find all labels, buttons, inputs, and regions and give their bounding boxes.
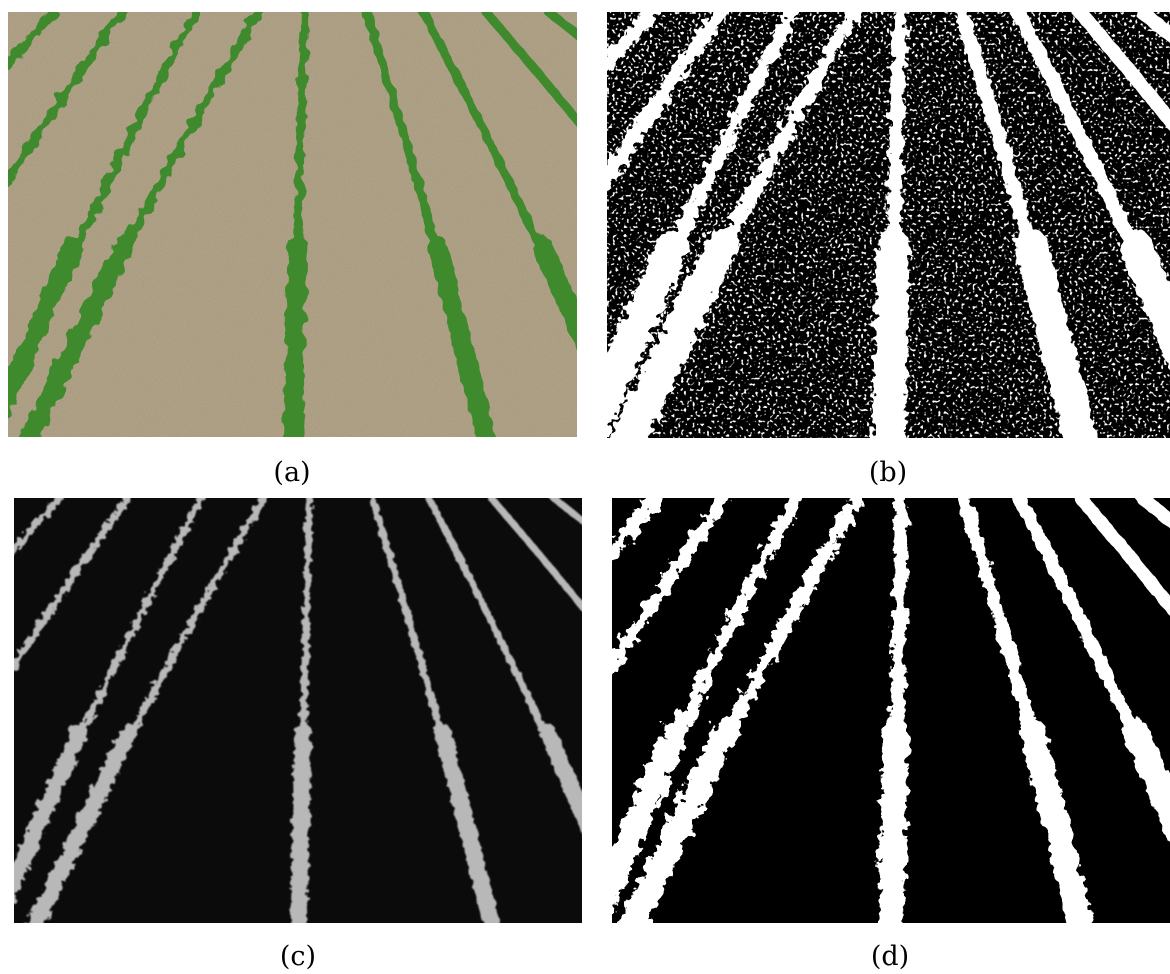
crop-row [1010,12,1170,346]
panel-c-grayscale-index [14,498,582,923]
crop-row-near [8,235,84,419]
crop-row-near [434,723,501,923]
caption-c: (c) [279,941,317,972]
crop-row [14,498,132,672]
crop-row-near [1118,229,1170,370]
caption-d: (d) [870,941,910,972]
clean-binary-mask [612,498,1170,923]
crop-row-near [290,723,312,923]
crop-row-near [538,723,582,834]
crop-row [8,12,127,188]
crop-row-near [872,229,911,438]
crop-row [607,12,800,413]
crop-row-near [1019,718,1095,923]
crop-row-near [618,718,739,923]
segmented-rows [612,498,1170,923]
panel-a-rgb-image [8,12,577,437]
grayscale-index-image [14,498,582,923]
crop-row-near [427,235,497,437]
crop-row-near [532,235,577,352]
caption-a: (a) [273,457,311,488]
crop-row [1012,498,1170,831]
noisy-binary-mask [607,12,1170,438]
crop-row [8,12,201,405]
gray-rows [14,498,582,923]
crop-row [607,12,727,193]
crop-row [481,12,577,128]
crop-row-near [1122,718,1170,846]
panel-b-noisy-mask [607,12,1170,438]
crop-row [14,498,205,889]
top-noise-band [607,12,1170,172]
crop-row [425,498,582,823]
caption-b: (b) [868,457,908,488]
crop-rows [8,12,577,437]
crop-row [487,498,582,612]
rgb-field-photo [8,12,577,437]
panel-d-clean-mask [612,498,1170,923]
crop-row [612,498,731,678]
crop-row-near [1014,229,1098,438]
crop-row [1074,498,1170,617]
crop-row [612,498,803,897]
crop-row-near [283,235,308,437]
crop-row-near [612,718,690,913]
mask-rows [607,12,1170,438]
crop-row [418,12,577,339]
crop-row-near [609,229,738,438]
crop-row [1072,12,1170,132]
crop-row-near [18,235,134,437]
crop-row-near [26,723,138,923]
crop-row-near [878,718,909,923]
crop-row-near [14,723,88,901]
crop-row-near [607,229,689,437]
